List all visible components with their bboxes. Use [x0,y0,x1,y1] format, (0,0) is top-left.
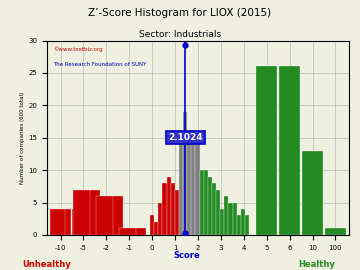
Text: Healthy: Healthy [298,260,335,269]
Bar [325,228,346,235]
Bar [279,66,300,235]
Bar [237,215,241,235]
Bar [245,215,249,235]
Bar [65,209,71,235]
Bar [195,144,199,235]
Bar [187,144,192,235]
Bar [229,202,233,235]
Bar [90,190,100,235]
Text: Score: Score [174,251,201,260]
Bar [150,215,154,235]
Bar [302,151,323,235]
Bar [224,196,229,235]
Bar [183,112,187,235]
Bar [192,144,195,235]
Bar [50,209,71,235]
Text: ©www.textbiz.org: ©www.textbiz.org [53,46,103,52]
Bar [119,228,140,235]
Bar [241,209,245,235]
Text: Unhealthy: Unhealthy [22,260,71,269]
Bar [199,170,204,235]
Bar [72,209,79,235]
Text: 2.1024: 2.1024 [168,133,202,142]
Bar [154,222,158,235]
Bar [256,66,277,235]
Bar [136,228,146,235]
Bar [167,177,171,235]
Bar [208,177,212,235]
Bar [73,190,94,235]
Bar [96,196,117,235]
Bar [179,144,183,235]
Bar [204,170,208,235]
Text: Z’-Score Histogram for LIOX (2015): Z’-Score Histogram for LIOX (2015) [89,8,271,18]
Bar [158,202,162,235]
Bar [220,209,224,235]
Bar [175,190,179,235]
Bar [233,202,237,235]
Y-axis label: Number of companies (600 total): Number of companies (600 total) [20,92,25,184]
Bar [171,183,175,235]
Bar [162,183,167,235]
Bar [216,190,220,235]
Text: The Research Foundation of SUNY: The Research Foundation of SUNY [53,62,146,67]
Text: Sector: Industrials: Sector: Industrials [139,30,221,39]
Bar [113,196,123,235]
Bar [212,183,216,235]
